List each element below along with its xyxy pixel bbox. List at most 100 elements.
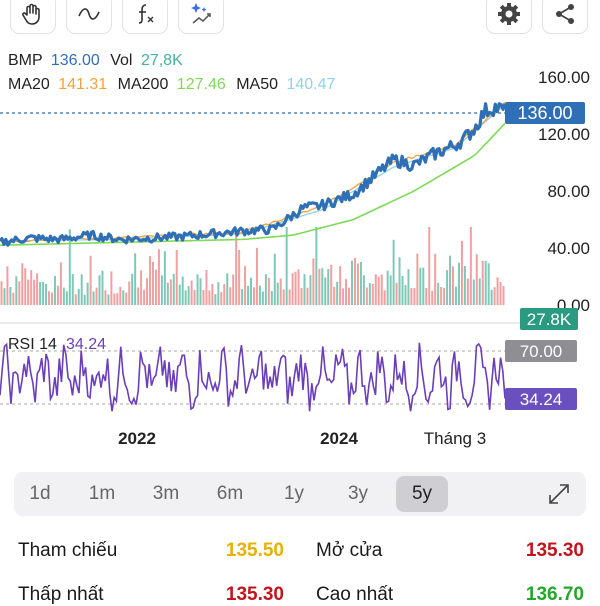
rsi-label: RSI 14 (8, 336, 57, 353)
rsi-value-badge: 34.24 (505, 388, 577, 410)
volume-bar (157, 249, 160, 305)
ma50-label: MA50 (236, 76, 278, 93)
volume-bar (303, 274, 306, 305)
timeframe-1m[interactable]: 1m (88, 483, 116, 504)
volume-bar (353, 257, 356, 305)
volume-bar (92, 291, 95, 305)
volume-bar (484, 260, 487, 305)
volume-bar (149, 256, 152, 305)
volume-bar (232, 274, 235, 305)
timeframe-3m[interactable]: 3m (152, 483, 180, 504)
volume-bar (395, 282, 398, 305)
volume-bar (235, 234, 238, 305)
price-legend: BMP 136.00 Vol 27,8K (8, 52, 189, 70)
y-tick-label: 120.00 (538, 125, 590, 144)
hand-icon[interactable] (10, 0, 56, 34)
volume-bar (3, 288, 6, 305)
volume-bar (285, 227, 288, 305)
timeframe-1d[interactable]: 1d (29, 483, 51, 504)
volume-bar (53, 275, 56, 305)
share-icon[interactable] (542, 0, 588, 34)
price-badge: 136.00 (505, 102, 585, 124)
timeframe-1y[interactable]: 1y (283, 483, 305, 504)
y-tick-label: 40.00 (547, 239, 590, 258)
volume-bar (101, 270, 104, 305)
volume-bar (56, 285, 59, 305)
volume-bar (362, 275, 365, 305)
ma-legend: MA20 141.31 MA200 127.46 MA50 140.47 (8, 76, 341, 94)
volume-bar (255, 247, 258, 305)
volume-bar (446, 270, 449, 305)
volume-bar (125, 292, 128, 305)
volume-bar (27, 279, 30, 305)
volume-bar (282, 289, 285, 305)
sparkle-chart-icon[interactable] (178, 0, 224, 34)
volume-bar (291, 273, 294, 305)
volume-bar (321, 268, 324, 305)
volume-bar (205, 269, 208, 305)
volume-bar (107, 294, 110, 305)
volume-bar (15, 276, 18, 305)
timeframe-6m[interactable]: 6m (216, 483, 244, 504)
volume-bar (42, 281, 45, 305)
volume-bar (184, 290, 187, 305)
volume-bar (496, 277, 499, 305)
ma20-value: 141.31 (58, 76, 108, 93)
timeframe-5y[interactable]: 5y (396, 476, 448, 512)
stat-label: Thấp nhất (18, 584, 104, 605)
volume-bar (98, 275, 101, 305)
volume-bar (413, 288, 416, 305)
volume-bar (190, 280, 193, 305)
volume-bar (18, 281, 21, 305)
volume-bar (359, 261, 362, 305)
volume-bar (223, 284, 226, 305)
ma20-label: MA20 (8, 76, 50, 93)
volume-bar (443, 287, 446, 305)
volume-bar (398, 257, 401, 305)
volume-bar (368, 282, 371, 305)
svg-text:136.00: 136.00 (517, 103, 572, 123)
volume-bar (71, 274, 74, 305)
volume-bar (466, 278, 469, 305)
volume-bar (371, 283, 374, 305)
volume-bar (264, 274, 267, 305)
volume-bar (428, 227, 431, 305)
timeframe-3y[interactable]: 3y (347, 483, 369, 504)
volume-bar (389, 275, 392, 305)
volume-bar (490, 289, 493, 305)
symbol-label: BMP (8, 52, 43, 69)
volume-bar (431, 290, 434, 305)
volume-bar (434, 253, 437, 305)
volume-bar (463, 266, 466, 305)
volume-bar (440, 286, 443, 305)
volume-bar (12, 292, 15, 305)
function-icon[interactable] (122, 0, 168, 34)
stat-label: Tham chiếu (18, 540, 118, 561)
stat-value: 135.30 (525, 540, 584, 561)
volume-bar (48, 291, 51, 305)
volume-bar (83, 294, 86, 305)
volume-bar (499, 282, 502, 305)
volume-bar (95, 287, 98, 305)
x-tick-label: 2022 (118, 429, 156, 448)
volume-bar (351, 260, 354, 305)
stat-value: 135.50 (225, 540, 284, 561)
volume-bar (247, 286, 250, 305)
volume-bar (333, 286, 336, 305)
volume-bar (119, 286, 122, 305)
volume-bar (365, 287, 368, 305)
volume-bar (258, 285, 261, 305)
volume-bar (208, 290, 211, 305)
expand-icon[interactable] (546, 481, 572, 507)
volume-bar (21, 263, 24, 305)
wave-icon[interactable] (66, 0, 112, 34)
y-tick-label: 160.00 (538, 68, 590, 87)
gear-icon[interactable] (486, 0, 532, 34)
volume-bar (276, 282, 279, 305)
stat-label: Mở cửa (316, 540, 383, 561)
volume-bar (270, 291, 273, 305)
series-line-bmp (0, 102, 507, 247)
volume-bar (250, 277, 253, 305)
volume-bar (324, 277, 327, 305)
